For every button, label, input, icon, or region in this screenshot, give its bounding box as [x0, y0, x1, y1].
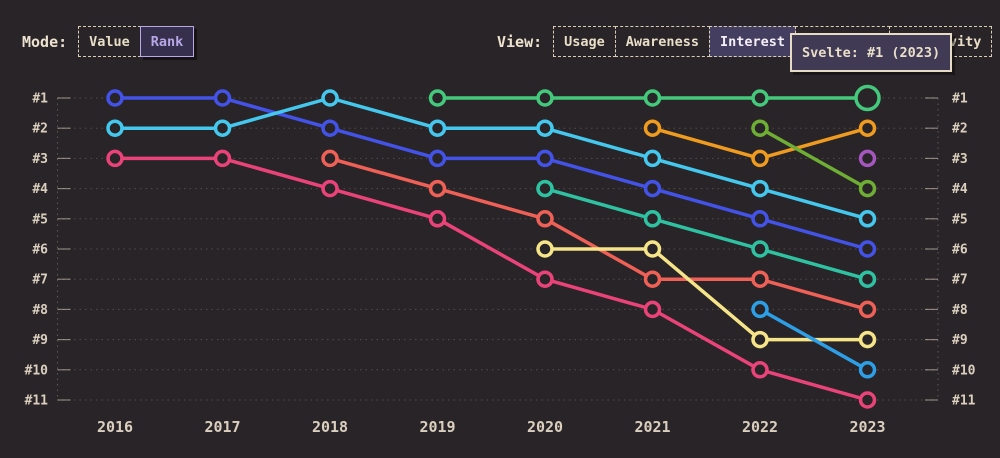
point-pink-2017[interactable] — [213, 149, 232, 168]
mode-option-rank[interactable]: Rank — [139, 26, 195, 57]
point-cyan-2018[interactable] — [321, 89, 339, 107]
rank-label-left: #11 — [25, 394, 49, 409]
point-indigo-2021[interactable] — [643, 179, 662, 198]
line-cyan[interactable] — [113, 96, 870, 221]
view-option-interest[interactable]: Interest — [708, 26, 796, 57]
rank-label-left: #3 — [32, 152, 48, 167]
point-indigo-2020[interactable] — [536, 149, 554, 168]
line-teal[interactable] — [543, 186, 870, 281]
rank-label-right: #10 — [952, 363, 976, 378]
point-indigo-2022[interactable] — [751, 210, 769, 228]
line-indigo[interactable] — [113, 96, 870, 251]
point-indigo-2016[interactable] — [106, 89, 124, 107]
point-skyblue-2023[interactable] — [858, 361, 877, 379]
point-cyan-2017[interactable] — [213, 119, 232, 137]
point-yellow-2022[interactable] — [751, 330, 769, 349]
x-tick-2022: 2022 — [742, 418, 778, 436]
rank-label-left: #5 — [32, 212, 48, 227]
point-svelte-2019[interactable] — [428, 89, 447, 107]
line-skyblue[interactable] — [758, 307, 870, 372]
line-coral[interactable] — [328, 156, 870, 312]
point-skyblue-2022[interactable] — [751, 300, 769, 319]
point-purple-2023[interactable] — [858, 149, 877, 168]
point-coral-2020[interactable] — [536, 210, 554, 228]
point-pink-2023[interactable] — [858, 391, 877, 409]
point-pink-2016[interactable] — [106, 149, 124, 168]
rank-label-left: #7 — [32, 273, 48, 288]
point-yellow-2021[interactable] — [643, 240, 662, 258]
point-cyan-2020[interactable] — [536, 119, 554, 137]
point-coral-2021[interactable] — [643, 270, 662, 288]
point-yellow-2020[interactable] — [536, 240, 554, 258]
point-svelte-2021[interactable] — [643, 89, 662, 107]
point-yellow-2023[interactable] — [858, 330, 877, 349]
point-coral-2022[interactable] — [751, 270, 769, 288]
rank-label-right: #1 — [952, 92, 968, 107]
mode-label: Mode: — [22, 32, 68, 51]
rank-label-right: #7 — [952, 273, 968, 288]
x-tick-2019: 2019 — [419, 418, 455, 436]
rank-label-left: #1 — [32, 92, 48, 107]
x-tick-2021: 2021 — [634, 418, 670, 436]
tooltip: Svelte: #1 (2023) — [790, 33, 953, 72]
rank-label-right: #8 — [952, 303, 968, 318]
tooltip-text: Svelte: #1 (2023) — [802, 44, 941, 61]
point-cyan-2016[interactable] — [106, 119, 124, 137]
point-coral-2019[interactable] — [428, 179, 447, 198]
point-teal-2023[interactable] — [858, 270, 877, 288]
point-orange-2022[interactable] — [751, 149, 769, 168]
point-teal-2022[interactable] — [751, 240, 769, 258]
point-svelte-2020[interactable] — [536, 89, 554, 107]
rank-label-left: #9 — [32, 333, 48, 348]
point-coral-2023[interactable] — [858, 300, 877, 319]
rank-label-left: #6 — [32, 243, 48, 258]
point-indigo-2023[interactable] — [858, 240, 877, 258]
rank-label-right: #6 — [952, 243, 968, 258]
point-teal-2020[interactable] — [536, 179, 554, 198]
point-cyan-2023[interactable] — [858, 210, 877, 228]
rank-label-left: #10 — [25, 363, 49, 378]
point-svelte-2022[interactable] — [751, 89, 769, 107]
view-label: View: — [497, 32, 543, 51]
point-teal-2021[interactable] — [643, 210, 662, 228]
point-indigo-2018[interactable] — [321, 119, 339, 137]
rank-label-right: #9 — [952, 333, 968, 348]
point-pink-2020[interactable] — [536, 270, 554, 288]
rank-label-right: #3 — [952, 152, 968, 167]
rank-label-left: #2 — [32, 122, 48, 137]
point-orange-2023[interactable] — [858, 119, 877, 137]
point-pink-2018[interactable] — [321, 179, 339, 198]
rank-label-right: #2 — [952, 122, 968, 137]
rank-label-right: #5 — [952, 212, 968, 227]
rank-label-right: #11 — [952, 394, 976, 409]
highlighted-point-svelte-2023[interactable] — [854, 84, 881, 112]
mode-control-group: Mode: Value Rank — [22, 26, 195, 57]
x-tick-2016: 2016 — [97, 418, 133, 436]
point-indigo-2017[interactable] — [213, 89, 232, 107]
point-cyan-2021[interactable] — [643, 149, 662, 168]
point-orange-2021[interactable] — [643, 119, 662, 137]
x-tick-2023: 2023 — [849, 418, 885, 436]
point-lime-2022[interactable] — [751, 119, 769, 137]
rank-label-left: #4 — [32, 182, 48, 197]
x-tick-2020: 2020 — [527, 418, 563, 436]
point-indigo-2019[interactable] — [428, 149, 447, 168]
rank-label-right: #4 — [952, 182, 968, 197]
point-pink-2019[interactable] — [428, 210, 447, 228]
point-coral-2018[interactable] — [321, 149, 339, 168]
point-pink-2022[interactable] — [751, 361, 769, 379]
point-pink-2021[interactable] — [643, 300, 662, 319]
point-cyan-2019[interactable] — [428, 119, 447, 137]
x-tick-2018: 2018 — [312, 418, 348, 436]
rank-label-left: #8 — [32, 303, 48, 318]
line-pink[interactable] — [113, 156, 870, 402]
line-lime[interactable] — [758, 126, 870, 191]
point-cyan-2022[interactable] — [751, 179, 769, 198]
point-lime-2023[interactable] — [858, 179, 877, 198]
x-tick-2017: 2017 — [204, 418, 240, 436]
